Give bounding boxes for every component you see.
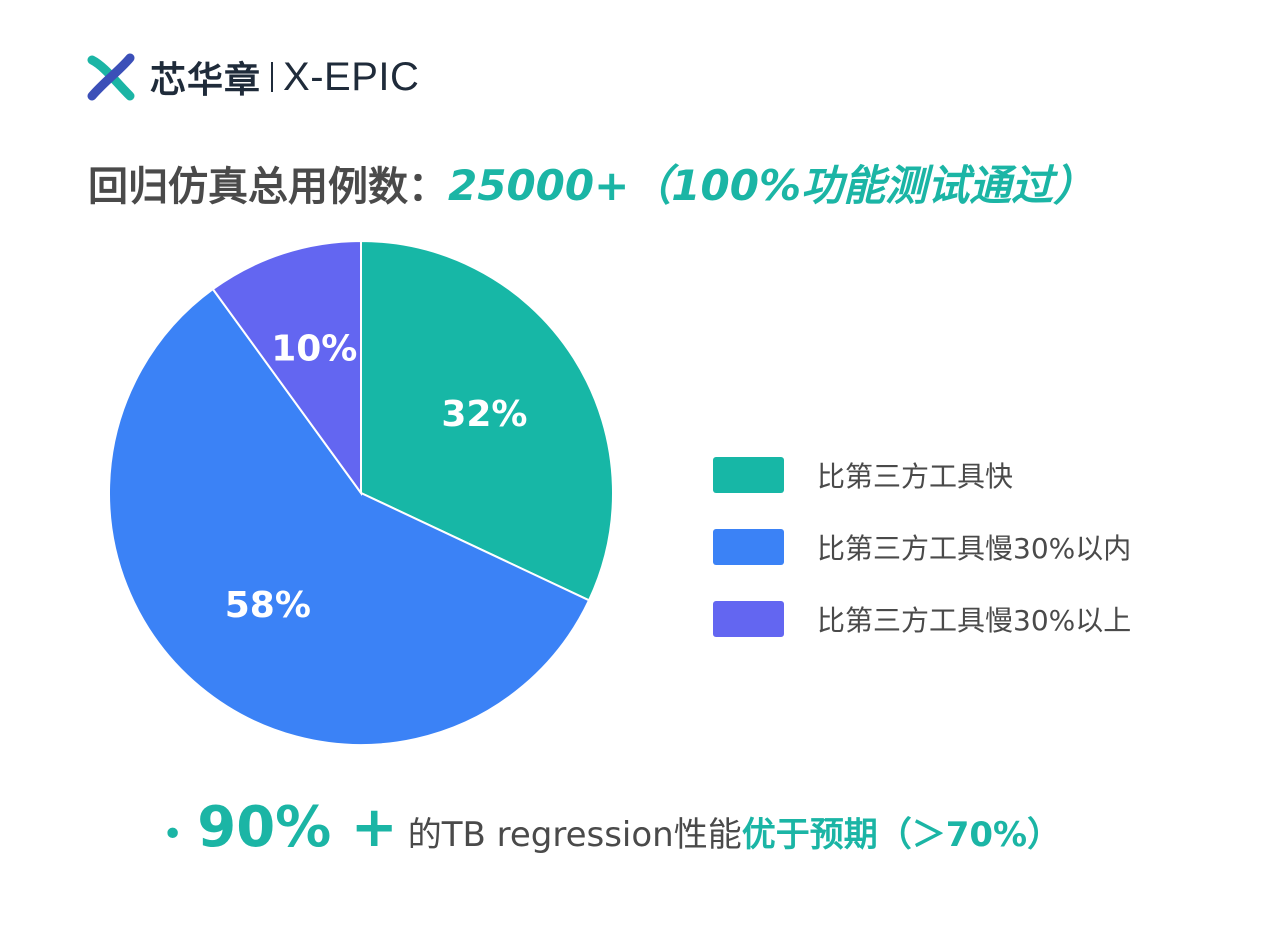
footer-highlight-value: 90% +: [197, 795, 398, 860]
title-lead: 回归仿真总用例数：: [88, 164, 448, 210]
x-epic-logo-icon: [87, 53, 135, 101]
bullet-icon: •: [162, 814, 184, 855]
page-title: 回归仿真总用例数：25000+（100%功能测试通过）: [88, 152, 1095, 213]
brand-name-cn: 芯华章: [150, 60, 262, 101]
footer-text: 的TB regression性能: [407, 815, 742, 855]
footer-emphasis: 优于预期（＞70%）: [741, 815, 1062, 855]
footer-summary: • 90% + 的TB regression性能 优于预期（＞70%）: [162, 795, 1061, 860]
brand-logo: 芯华章 X-EPIC: [86, 52, 419, 102]
pie-slice: [108, 287, 591, 746]
legend-swatch: [713, 529, 784, 565]
pie-slice: [360, 239, 614, 602]
legend-label: 比第三方工具慢30%以内: [817, 532, 1132, 565]
pie-data-label: 58%: [225, 585, 311, 626]
chart-legend: 比第三方工具快比第三方工具慢30%以内 比第三方工具慢30%以上: [713, 455, 1131, 671]
pie-data-label: 10%: [271, 329, 357, 370]
legend-label: 比第三方工具快: [817, 460, 1014, 493]
brand-name-en: X-EPIC: [283, 54, 420, 99]
legend-item: 比第三方工具慢30%以内: [713, 527, 1131, 567]
legend-label: 比第三方工具慢30%以上: [817, 604, 1132, 637]
brand-divider: [271, 62, 274, 92]
legend-item: 比第三方工具慢30%以上: [713, 599, 1131, 639]
legend-item: 比第三方工具快: [713, 455, 1131, 495]
legend-swatch: [713, 601, 784, 637]
title-accent: 25000+（100%功能测试通过）: [448, 161, 1096, 210]
pie-data-label: 32%: [441, 394, 527, 435]
pie-slice: [211, 239, 362, 497]
legend-swatch: [713, 457, 784, 493]
